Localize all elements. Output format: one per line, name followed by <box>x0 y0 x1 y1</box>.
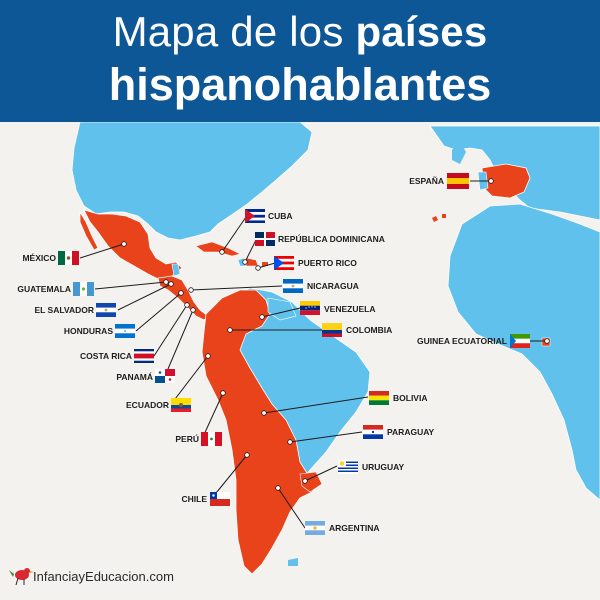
label-el-salvador: EL SALVADOR <box>34 305 94 315</box>
flag-nicaragua <box>283 279 303 293</box>
land-canary-islands <box>432 214 446 222</box>
label-mexico: MÉXICO <box>22 253 56 263</box>
flag-costa-rica <box>134 349 154 363</box>
title-line-2: hispanohablantes <box>108 59 492 110</box>
land-south-america-spanish <box>201 289 319 575</box>
flag-honduras <box>115 324 135 338</box>
land-guianas <box>267 297 297 321</box>
flag-rep-dominicana <box>255 232 275 246</box>
flag-colombia <box>322 323 342 337</box>
land-baja <box>79 210 99 251</box>
flag-uruguay <box>338 460 358 474</box>
flag-peru <box>201 432 222 446</box>
flag-venezuela <box>300 301 320 315</box>
flag-guatemala <box>73 282 94 296</box>
title-line-1: Mapa de los países <box>0 6 600 58</box>
flag-chile <box>210 492 230 506</box>
label-ecuador: ECUADOR <box>126 400 169 410</box>
flag-guinea-ecuatorial <box>510 334 530 348</box>
label-uruguay: URUGUAY <box>362 462 405 472</box>
land-uk <box>452 142 466 164</box>
flag-cuba <box>245 209 265 223</box>
title-light: Mapa de los <box>112 8 344 55</box>
title-banner: Mapa de los países hispanohablantes <box>0 0 600 122</box>
land-falklands <box>288 558 298 566</box>
flag-mexico <box>58 251 79 265</box>
label-puerto-rico: PUERTO RICO <box>298 258 357 268</box>
flag-argentina <box>305 521 325 535</box>
flag-ecuador <box>171 398 191 412</box>
brand-footer: InfanciayEducacion.com <box>33 569 174 584</box>
bird-logo-icon <box>9 568 34 586</box>
label-peru: PERÚ <box>175 433 199 444</box>
label-bolivia: BOLIVIA <box>393 393 427 403</box>
label-costa-rica: COSTA RICA <box>80 351 132 361</box>
label-espana: ESPAÑA <box>409 176 444 186</box>
flag-el-salvador <box>96 303 116 317</box>
label-rep-dominicana: REPÚBLICA DOMINICANA <box>278 233 385 244</box>
label-cuba: CUBA <box>268 211 293 221</box>
label-panama: PANAMÁ <box>116 372 153 382</box>
label-colombia: COLOMBIA <box>346 325 392 335</box>
label-honduras: HONDURAS <box>64 326 113 336</box>
land-spain <box>481 163 531 199</box>
land-uruguay <box>299 471 323 493</box>
label-venezuela: VENEZUELA <box>324 304 375 314</box>
land-cuba <box>195 241 241 257</box>
flag-paraguay <box>363 425 383 439</box>
land-dominican-republic <box>245 257 259 267</box>
label-argentina: ARGENTINA <box>329 523 380 533</box>
label-chile: CHILE <box>182 494 208 504</box>
land-belize <box>171 263 181 277</box>
leader-lines <box>79 180 547 529</box>
flag-bolivia <box>369 391 389 405</box>
label-guinea-ecuatorial: GUINEA ECUATORIAL <box>417 336 507 346</box>
flag-espana <box>447 173 469 189</box>
leader-dots <box>121 178 550 491</box>
label-nicaragua: NICARAGUA <box>307 281 359 291</box>
land-north-america <box>71 121 313 241</box>
land-africa <box>447 203 600 501</box>
flag-panama <box>155 369 175 383</box>
label-paraguay: PARAGUAY <box>387 427 435 437</box>
title-bold: países <box>355 8 488 55</box>
label-guatemala: GUATEMALA <box>17 284 71 294</box>
flag-puerto-rico <box>274 256 294 270</box>
